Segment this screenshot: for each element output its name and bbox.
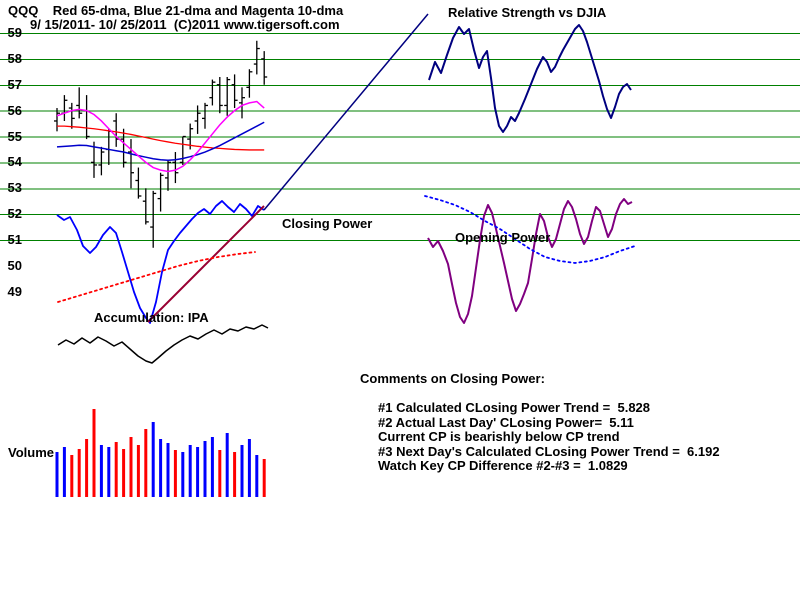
chart-subtitle-daterange: 9/ 15/2011- 10/ 25/2011 (C)2011 www.tige… [30, 17, 340, 32]
y-axis-tick: 55 [7, 128, 22, 144]
opening-power-label: Opening Power [455, 230, 551, 245]
cp-rs-connector-line [263, 13, 429, 211]
closing-power-line [56, 200, 265, 324]
y-axis-tick: 54 [7, 154, 22, 170]
ma-line-21-dma [56, 121, 265, 162]
chart-title: QQQ Red 65-dma, Blue 21-dma and Magenta … [8, 3, 344, 18]
comment-line: Watch Key CP Difference #2-#3 = 1.0829 [378, 458, 628, 473]
volume-label: Volume [8, 445, 54, 460]
relative-strength-label: Relative Strength vs DJIA [448, 5, 607, 20]
gridlines [0, 33, 800, 241]
comment-line: Current CP is bearishly below CP trend [378, 429, 620, 444]
y-axis-tick: 50 [7, 257, 22, 273]
y-axis-tick: 56 [7, 102, 22, 118]
accumulation-ipa-line [57, 324, 269, 364]
accumulation-label: Accumulation: IPA [94, 310, 209, 325]
red-dotted-trend-line [57, 251, 256, 303]
opening-power-line [427, 198, 633, 324]
relative-strength-line [428, 24, 632, 133]
volume-bars [55, 409, 266, 497]
price-bars [54, 40, 268, 248]
cp-trend-line [147, 205, 265, 323]
comment-line: #1 Calculated CLosing Power Trend = 5.82… [378, 400, 651, 415]
comment-line: #3 Next Day's Calculated CLosing Power T… [378, 443, 720, 459]
y-axis-tick: 52 [7, 206, 22, 222]
y-axis-tick: 49 [7, 283, 22, 299]
y-axis-tick: 51 [7, 232, 22, 247]
y-axis-tick: 57 [7, 76, 22, 92]
comments-block: Comments on Closing Power: #1 Calculated… [360, 371, 720, 474]
comment-line: #2 Actual Last Day' CLosing Power= 5.11 [378, 414, 634, 430]
comments-heading: Comments on Closing Power: [360, 371, 545, 386]
y-axis-tick: 59 [7, 25, 22, 40]
y-axis-tick: 53 [7, 180, 22, 196]
ma-line-10-dma [56, 100, 265, 173]
closing-power-label: Closing Power [282, 216, 373, 231]
ma-line-65-dma [57, 125, 265, 151]
y-axis-tick: 58 [7, 50, 22, 66]
